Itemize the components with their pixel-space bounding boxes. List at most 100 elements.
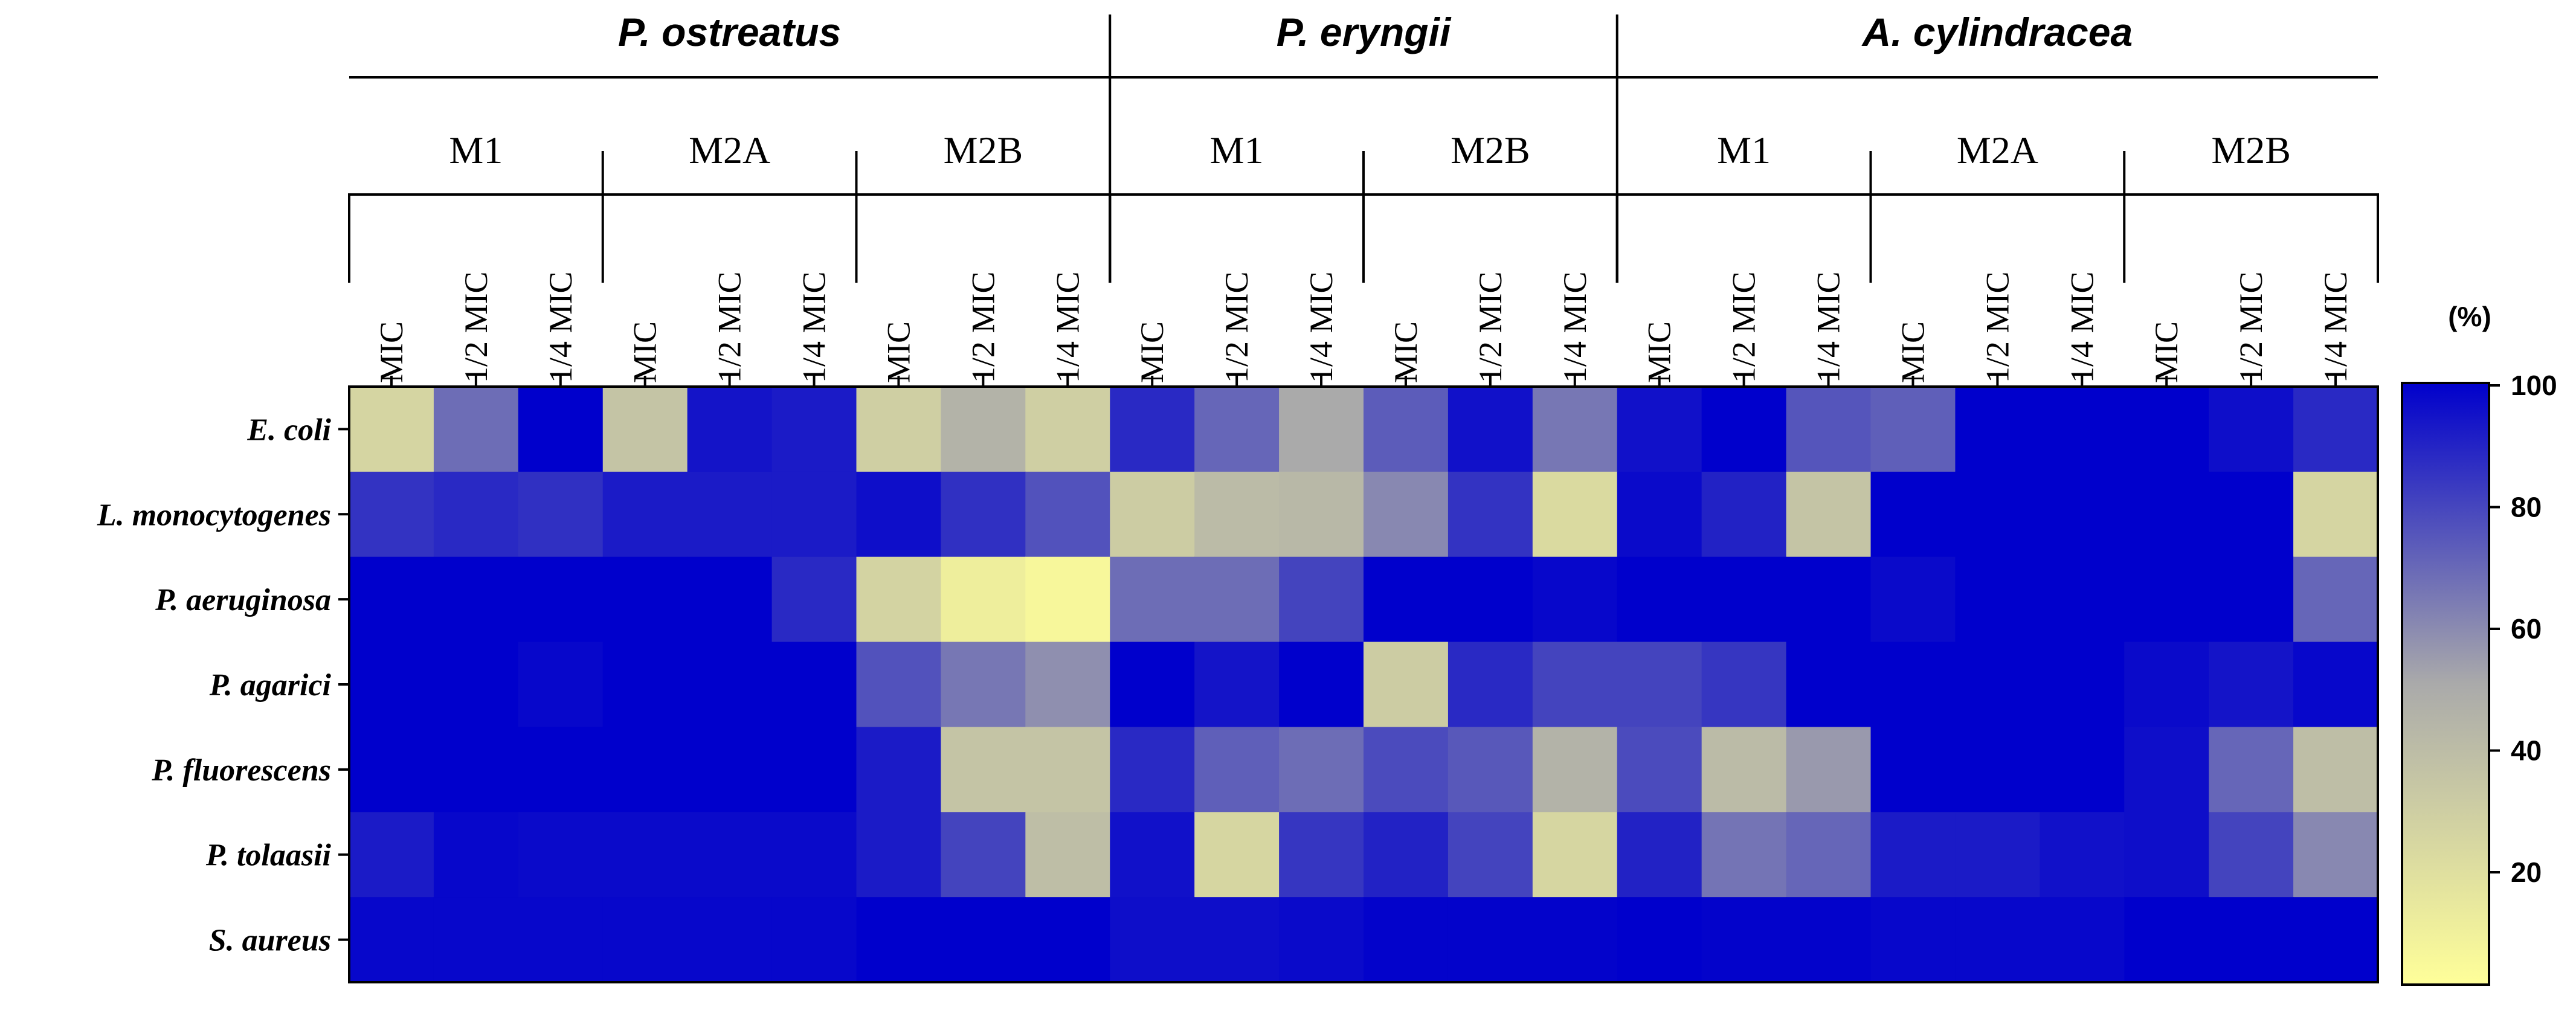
column-label: MIC: [373, 321, 410, 383]
heatmap-cell: [1955, 387, 2040, 472]
colorbar-tick-label: 20: [2511, 857, 2542, 888]
heatmap-cell: [1786, 387, 1872, 472]
heatmap-cell: [771, 387, 857, 472]
heatmap-cell: [349, 727, 434, 812]
heatmap-cell: [1025, 727, 1110, 812]
heatmap-cell: [1870, 897, 1956, 983]
heatmap-cell: [687, 897, 773, 983]
heatmap-cell: [687, 812, 773, 898]
heatmap-cell: [771, 812, 857, 898]
heatmap-cell: [2293, 556, 2378, 643]
heatmap-cell: [1194, 556, 1280, 643]
heatmap-cell: [1025, 897, 1110, 983]
species-label: P. ostreatus: [618, 10, 841, 54]
heatmap-cell: [1870, 387, 1956, 472]
heatmap-cell: [1701, 727, 1787, 812]
heatmap-cell: [1279, 812, 1364, 898]
heatmap-cell: [518, 642, 604, 728]
heatmap-cell: [941, 812, 1026, 898]
heatmap-cell: [1447, 642, 1533, 728]
column-label: 1/4 MIC: [1303, 271, 1339, 383]
column-label: 1/2 MIC: [965, 271, 1001, 383]
heatmap-cell: [2040, 471, 2125, 558]
heatmap-cell: [518, 387, 604, 472]
heatmap-cell: [433, 556, 519, 643]
heatmap-cell: [2293, 812, 2378, 898]
column-label: 1/2 MIC: [1472, 271, 1509, 383]
heatmap-cell: [602, 642, 688, 728]
heatmap-cell: [1617, 727, 1702, 812]
heatmap-cell: [687, 642, 773, 728]
column-label: MIC: [2148, 321, 2185, 383]
heatmap-cell: [2124, 556, 2209, 643]
heatmap-cell: [433, 727, 519, 812]
heatmap-cell: [1955, 897, 2040, 983]
heatmap-cell: [1532, 471, 1618, 558]
heatmap-cell: [1617, 556, 1702, 643]
heatmap-cell: [1532, 642, 1618, 728]
heatmap-cell: [1701, 642, 1787, 728]
heatmap-cell: [1701, 471, 1787, 558]
heatmap-cell: [1279, 897, 1364, 983]
column-label: MIC: [880, 321, 916, 383]
heatmap-cell: [1364, 387, 1449, 472]
heatmap-cell: [349, 812, 434, 898]
heatmap-cell: [1025, 642, 1110, 728]
heatmap-cell: [1786, 556, 1872, 643]
heatmap-cell: [1955, 471, 2040, 558]
heatmap-cell: [1279, 387, 1364, 472]
heatmap-cell: [856, 812, 942, 898]
heatmap-cell: [1447, 897, 1533, 983]
column-label: 1/2 MIC: [458, 271, 494, 383]
heatmap-cell: [1279, 471, 1364, 558]
heatmap-cell: [1532, 727, 1618, 812]
row-label: L. monocytogenes: [97, 498, 331, 532]
heatmap-cell: [1532, 556, 1618, 643]
row-label: P. agarici: [209, 668, 332, 703]
heatmap-cell: [2040, 642, 2125, 728]
heatmap-cell: [1786, 471, 1872, 558]
heatmap-cell: [2040, 897, 2125, 983]
heatmap-cell: [771, 556, 857, 643]
heatmap-cell: [2040, 387, 2125, 472]
heatmap-cell: [1447, 812, 1533, 898]
heatmap-cell: [2124, 642, 2209, 728]
heatmap-cell: [1955, 727, 2040, 812]
heatmap-cell: [2124, 897, 2209, 983]
column-label: 1/2 MIC: [2233, 271, 2269, 383]
heatmap-cell: [856, 556, 942, 643]
heatmap-cell: [856, 387, 942, 472]
column-label: 1/2 MIC: [1726, 271, 1762, 383]
heatmap-cell: [1110, 642, 1195, 728]
heatmap-cell: [2209, 471, 2294, 558]
heatmap-cell: [1194, 897, 1280, 983]
heatmap-cell: [602, 556, 688, 643]
heatmap-cell: [1955, 556, 2040, 643]
heatmap-cell: [2124, 727, 2209, 812]
heatmap-cell: [433, 897, 519, 983]
heatmap-cell: [602, 727, 688, 812]
heatmap-cell: [1364, 727, 1449, 812]
heatmap-cell: [941, 727, 1026, 812]
heatmap-cell: [1279, 642, 1364, 728]
heatmap-cell: [1617, 897, 1702, 983]
heatmap-cell: [941, 387, 1026, 472]
heatmap-cell: [1110, 556, 1195, 643]
heatmap-cell: [771, 642, 857, 728]
method-label: M2B: [1451, 129, 1530, 172]
heatmap-cell: [1110, 387, 1195, 472]
species-label: P. eryngii: [1277, 10, 1452, 54]
heatmap-cell: [2209, 387, 2294, 472]
heatmap-cell: [433, 812, 519, 898]
column-label: 1/4 MIC: [1811, 271, 1847, 383]
heatmap-cell: [2209, 727, 2294, 812]
heatmap-cell: [941, 471, 1026, 558]
column-label: 1/4 MIC: [543, 271, 579, 383]
heatmap-cell: [433, 387, 519, 472]
heatmap-cell: [1025, 812, 1110, 898]
colorbar-tick-label: 100: [2511, 370, 2557, 401]
method-label: M2B: [944, 129, 1023, 172]
heatmap-cell: [518, 727, 604, 812]
heatmap-cell: [1364, 556, 1449, 643]
